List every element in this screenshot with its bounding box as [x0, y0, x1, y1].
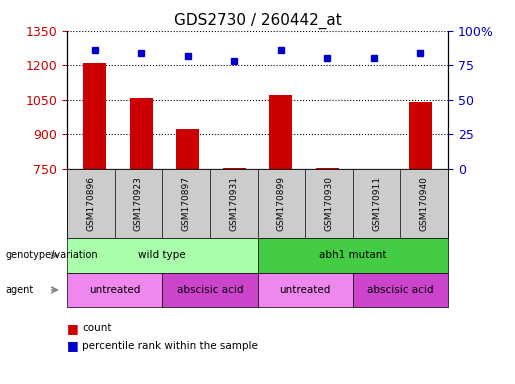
Bar: [222, 168, 246, 169]
Text: untreated: untreated: [89, 285, 140, 295]
Bar: [176, 129, 199, 169]
Text: wild type: wild type: [139, 250, 186, 260]
Text: GSM170930: GSM170930: [324, 176, 333, 231]
Text: genotype/variation: genotype/variation: [5, 250, 98, 260]
Text: GSM170897: GSM170897: [182, 176, 191, 231]
Bar: [408, 102, 432, 169]
Text: GSM170896: GSM170896: [87, 176, 95, 231]
Text: GSM170923: GSM170923: [134, 176, 143, 231]
Text: ■: ■: [67, 322, 79, 335]
Text: ■: ■: [67, 339, 79, 352]
Text: abscisic acid: abscisic acid: [177, 285, 243, 295]
Text: GSM170931: GSM170931: [229, 176, 238, 231]
Text: GSM170940: GSM170940: [420, 176, 428, 231]
Text: count: count: [82, 323, 112, 333]
Text: untreated: untreated: [280, 285, 331, 295]
Text: agent: agent: [5, 285, 33, 295]
Text: GSM170911: GSM170911: [372, 176, 381, 231]
Bar: [83, 63, 107, 169]
Text: percentile rank within the sample: percentile rank within the sample: [82, 341, 259, 351]
Title: GDS2730 / 260442_at: GDS2730 / 260442_at: [174, 13, 341, 29]
Bar: [316, 168, 339, 169]
Bar: [130, 98, 153, 169]
Text: GSM170899: GSM170899: [277, 176, 286, 231]
Text: abscisic acid: abscisic acid: [367, 285, 434, 295]
Text: abh1 mutant: abh1 mutant: [319, 250, 387, 260]
Bar: [269, 95, 293, 169]
